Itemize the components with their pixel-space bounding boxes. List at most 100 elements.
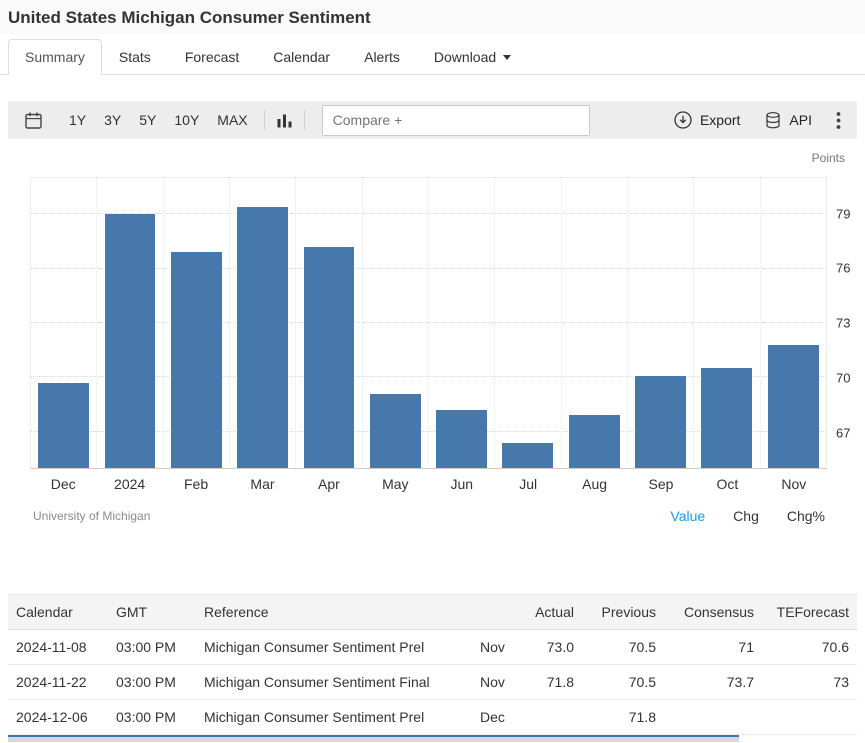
header-row: CalendarGMTReferenceActualPreviousConsen… — [8, 595, 857, 630]
cell — [664, 700, 762, 735]
calendar-table: CalendarGMTReferenceActualPreviousConsen… — [8, 594, 857, 735]
cell: 2024-12-06 — [8, 700, 108, 735]
y-tick-label: 67 — [836, 425, 850, 440]
bar-2024[interactable] — [105, 214, 156, 468]
column-header: Calendar — [8, 595, 108, 630]
y-tick-label: 70 — [836, 370, 850, 385]
bar-series — [31, 178, 826, 468]
compare-input[interactable] — [322, 105, 590, 136]
y-tick-label: 76 — [836, 261, 850, 276]
x-tick-label: Feb — [163, 476, 229, 492]
bar-slot — [362, 178, 428, 468]
mode-chgpct[interactable]: Chg% — [787, 508, 825, 524]
x-tick-label: Jul — [495, 476, 561, 492]
toolbar-right-group: Export API — [669, 106, 845, 134]
source-label: University of Michigan — [33, 509, 150, 523]
tab-calendar[interactable]: Calendar — [256, 39, 347, 75]
tab-alerts[interactable]: Alerts — [347, 39, 417, 75]
mode-value[interactable]: Value — [670, 508, 705, 524]
bar-jul[interactable] — [502, 443, 553, 468]
column-header: Actual — [520, 595, 582, 630]
cell: 2024-11-08 — [8, 630, 108, 665]
tab-label: Alerts — [364, 49, 400, 65]
column-header: GMT — [108, 595, 196, 630]
x-tick-label: Aug — [561, 476, 627, 492]
bar-jun[interactable] — [436, 410, 487, 468]
tab-download[interactable]: Download — [417, 39, 528, 75]
bar-slot — [96, 178, 162, 468]
tab-stats[interactable]: Stats — [102, 39, 168, 75]
range-1y[interactable]: 1Y — [60, 108, 95, 132]
cell: 73.0 — [520, 630, 582, 665]
bar-may[interactable] — [370, 394, 421, 468]
cell: 73.7 — [664, 665, 762, 700]
chart-type-button[interactable] — [272, 109, 297, 132]
bar-sep[interactable] — [635, 376, 686, 468]
cell — [520, 700, 582, 735]
unit-label-row: Points — [0, 139, 865, 169]
cell: 03:00 PM — [108, 630, 196, 665]
bar-slot — [428, 178, 494, 468]
x-tick-label: 2024 — [96, 476, 162, 492]
page: United States Michigan Consumer Sentimen… — [0, 0, 865, 742]
bar-slot — [627, 178, 693, 468]
tab-label: Summary — [25, 49, 85, 65]
bar-slot — [229, 178, 295, 468]
mode-chg[interactable]: Chg — [733, 508, 759, 524]
y-tick-label: 73 — [836, 316, 850, 331]
tab-summary[interactable]: Summary — [8, 39, 102, 75]
plot-area — [30, 177, 827, 469]
table-header: CalendarGMTReferenceActualPreviousConsen… — [8, 595, 857, 630]
cell: Nov — [472, 665, 520, 700]
tab-label: Stats — [119, 49, 151, 65]
tab-forecast[interactable]: Forecast — [168, 39, 256, 75]
bar-nov[interactable] — [768, 345, 819, 468]
bar-feb[interactable] — [171, 252, 222, 468]
download-circle-icon — [673, 110, 693, 130]
column-header — [472, 595, 520, 630]
x-tick-label: Oct — [694, 476, 760, 492]
bar-dec[interactable] — [38, 383, 89, 468]
cell: 2024-11-22 — [8, 665, 108, 700]
page-title: United States Michigan Consumer Sentimen… — [8, 7, 857, 29]
range-5y[interactable]: 5Y — [130, 108, 165, 132]
bar-aug[interactable] — [569, 415, 620, 468]
kebab-menu-icon — [836, 111, 841, 130]
date-range-calendar-button[interactable] — [20, 108, 47, 133]
range-10y[interactable]: 10Y — [165, 108, 208, 132]
range-max[interactable]: MAX — [208, 108, 256, 132]
table-body: 2024-11-0803:00 PMMichigan Consumer Sent… — [8, 630, 857, 735]
bar-chart-icon — [276, 112, 293, 129]
x-tick-label: Dec — [30, 476, 96, 492]
bar-slot — [163, 178, 229, 468]
bar-slot — [760, 178, 826, 468]
bar-oct[interactable] — [701, 368, 752, 468]
bar-slot — [494, 178, 560, 468]
table-row[interactable]: 2024-11-2203:00 PMMichigan Consumer Sent… — [8, 665, 857, 700]
more-options-button[interactable] — [832, 108, 845, 133]
column-header: Reference — [196, 595, 472, 630]
bar-apr[interactable] — [304, 247, 355, 468]
chart-footer: University of Michigan Value Chg Chg% — [33, 508, 825, 524]
table-row[interactable]: 2024-12-0603:00 PMMichigan Consumer Sent… — [8, 700, 857, 735]
column-header: TEForecast — [762, 595, 857, 630]
tab-label: Download — [434, 49, 496, 65]
cell: 70.5 — [582, 630, 664, 665]
api-button[interactable]: API — [760, 107, 816, 134]
range-button-group: 1Y3Y5Y10YMAX — [60, 108, 257, 132]
toolbar-separator — [264, 110, 265, 130]
export-button[interactable]: Export — [669, 106, 744, 134]
cell: 70.5 — [582, 665, 664, 700]
toolbar-separator — [304, 110, 305, 130]
table-row[interactable]: 2024-11-0803:00 PMMichigan Consumer Sent… — [8, 630, 857, 665]
cell: Michigan Consumer Sentiment Prel — [196, 700, 472, 735]
range-3y[interactable]: 3Y — [95, 108, 130, 132]
cell: 03:00 PM — [108, 700, 196, 735]
y-tick-label: 79 — [836, 206, 850, 221]
cell: 71 — [664, 630, 762, 665]
y-axis: 67 70 73 76 79 — [827, 177, 865, 469]
cell: 73 — [762, 665, 857, 700]
bar-mar[interactable] — [237, 207, 288, 468]
calendar-icon — [24, 111, 43, 130]
cell: Michigan Consumer Sentiment Final — [196, 665, 472, 700]
